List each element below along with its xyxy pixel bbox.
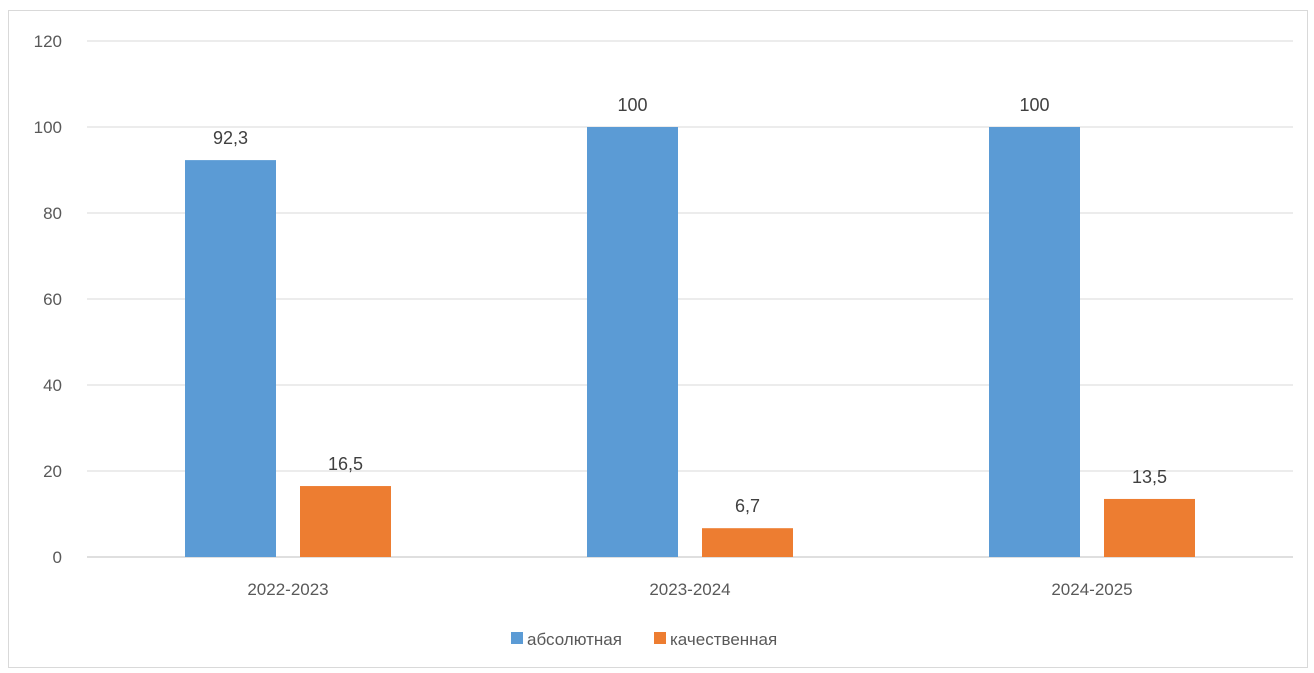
data-labels: 92,3 16,5 100 6,7 100 13,5 <box>213 95 1167 516</box>
bar <box>702 528 793 557</box>
x-category-label: 2023-2024 <box>649 580 730 599</box>
data-label: 16,5 <box>328 454 363 474</box>
bar <box>300 486 391 557</box>
bar <box>989 127 1080 557</box>
y-tick-label: 20 <box>43 462 62 481</box>
y-tick-label: 60 <box>43 290 62 309</box>
y-tick-label: 40 <box>43 376 62 395</box>
bar <box>185 160 276 558</box>
x-axis-category-labels: 2022-2023 2023-2024 2024-2025 <box>247 580 1132 599</box>
bars <box>185 127 1195 558</box>
data-label: 13,5 <box>1132 467 1167 487</box>
legend: абсолютная качественная <box>511 630 777 649</box>
legend-swatch <box>511 632 523 644</box>
x-category-label: 2024-2025 <box>1051 580 1132 599</box>
legend-swatch <box>654 632 666 644</box>
x-category-label: 2022-2023 <box>247 580 328 599</box>
y-tick-label: 100 <box>34 118 62 137</box>
data-label: 6,7 <box>735 496 760 516</box>
legend-label: абсолютная <box>527 630 622 649</box>
y-tick-label: 120 <box>34 32 62 51</box>
gridlines <box>87 40 1293 558</box>
legend-label: качественная <box>670 630 777 649</box>
y-axis-tick-labels: 0 20 40 60 80 100 120 <box>34 32 62 567</box>
data-label: 100 <box>617 95 647 115</box>
y-tick-label: 0 <box>53 548 62 567</box>
data-label: 100 <box>1019 95 1049 115</box>
data-label: 92,3 <box>213 128 248 148</box>
bar <box>587 127 678 557</box>
bar <box>1104 498 1195 557</box>
y-tick-label: 80 <box>43 204 62 223</box>
